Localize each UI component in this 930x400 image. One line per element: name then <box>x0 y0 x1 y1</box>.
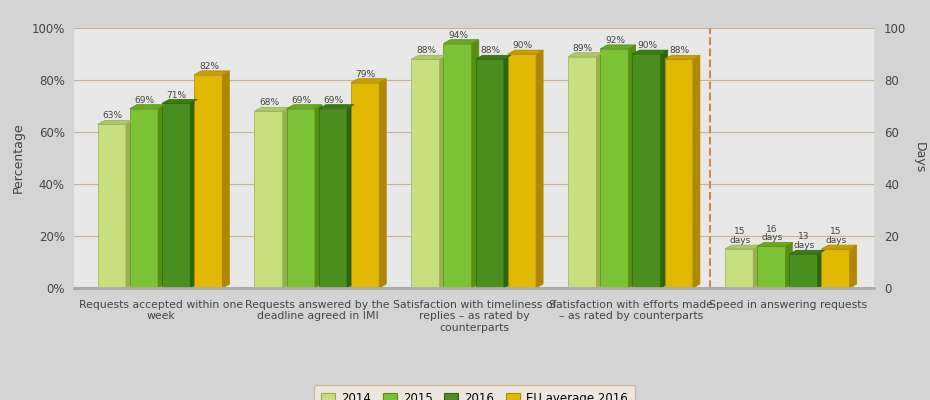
Polygon shape <box>660 50 668 288</box>
Polygon shape <box>508 54 536 288</box>
Polygon shape <box>351 79 386 82</box>
Polygon shape <box>725 245 761 249</box>
Polygon shape <box>632 54 660 288</box>
Polygon shape <box>286 105 322 108</box>
Y-axis label: Days: Days <box>913 142 926 174</box>
Polygon shape <box>255 107 290 111</box>
Polygon shape <box>475 59 504 288</box>
Polygon shape <box>629 45 635 288</box>
Text: 90%: 90% <box>512 41 533 50</box>
Polygon shape <box>504 55 511 288</box>
Polygon shape <box>665 55 700 59</box>
Text: 69%: 69% <box>135 96 154 105</box>
Text: 15
days: 15 days <box>826 227 847 245</box>
Text: 71%: 71% <box>166 90 187 100</box>
Polygon shape <box>379 79 386 288</box>
Polygon shape <box>693 55 700 288</box>
Polygon shape <box>753 245 761 288</box>
Y-axis label: Percentage: Percentage <box>11 123 24 193</box>
Polygon shape <box>162 103 191 288</box>
Polygon shape <box>347 105 354 288</box>
Polygon shape <box>319 105 354 108</box>
Polygon shape <box>821 245 857 249</box>
Text: 88%: 88% <box>670 46 689 55</box>
Text: 69%: 69% <box>324 96 343 105</box>
Polygon shape <box>790 250 825 254</box>
Polygon shape <box>632 50 668 54</box>
Text: 89%: 89% <box>573 44 593 53</box>
Polygon shape <box>444 40 479 44</box>
Polygon shape <box>790 254 817 288</box>
Polygon shape <box>98 120 133 124</box>
Polygon shape <box>194 75 222 288</box>
Polygon shape <box>351 82 379 288</box>
Polygon shape <box>472 40 479 288</box>
Polygon shape <box>665 59 693 288</box>
Text: 79%: 79% <box>355 70 376 79</box>
Polygon shape <box>725 249 753 288</box>
Polygon shape <box>757 246 785 288</box>
Polygon shape <box>850 245 857 288</box>
Polygon shape <box>817 250 825 288</box>
Text: 13
days: 13 days <box>793 232 815 250</box>
Polygon shape <box>568 53 604 56</box>
Text: 69%: 69% <box>291 96 312 105</box>
Polygon shape <box>255 111 283 288</box>
Polygon shape <box>130 105 166 108</box>
Text: 82%: 82% <box>199 62 219 71</box>
Polygon shape <box>475 55 511 59</box>
Polygon shape <box>785 242 792 288</box>
Text: 16
days: 16 days <box>762 224 782 242</box>
Polygon shape <box>222 71 230 288</box>
Polygon shape <box>596 53 604 288</box>
Polygon shape <box>286 108 315 288</box>
Text: 68%: 68% <box>259 98 279 107</box>
Text: 63%: 63% <box>102 111 123 120</box>
Polygon shape <box>411 59 440 288</box>
Polygon shape <box>444 44 472 288</box>
Polygon shape <box>130 108 158 288</box>
Polygon shape <box>536 50 543 288</box>
Polygon shape <box>162 100 197 103</box>
Polygon shape <box>568 56 596 288</box>
Polygon shape <box>191 100 197 288</box>
Polygon shape <box>319 108 347 288</box>
Polygon shape <box>411 55 446 59</box>
Polygon shape <box>98 124 126 288</box>
Text: 88%: 88% <box>480 46 500 55</box>
Polygon shape <box>757 242 792 246</box>
Polygon shape <box>194 71 230 75</box>
Polygon shape <box>440 55 446 288</box>
Polygon shape <box>158 105 166 288</box>
Text: 90%: 90% <box>637 41 658 50</box>
Polygon shape <box>821 249 850 288</box>
Polygon shape <box>283 107 290 288</box>
Text: 94%: 94% <box>448 31 468 40</box>
Text: 92%: 92% <box>605 36 625 45</box>
Legend: 2014, 2015, 2016, EU average 2016: 2014, 2015, 2016, EU average 2016 <box>313 385 635 400</box>
Text: 15
days: 15 days <box>729 227 751 245</box>
Polygon shape <box>508 50 543 54</box>
Text: 88%: 88% <box>416 46 436 55</box>
Polygon shape <box>315 105 322 288</box>
Polygon shape <box>126 120 133 288</box>
Polygon shape <box>600 45 635 49</box>
Polygon shape <box>600 49 629 288</box>
